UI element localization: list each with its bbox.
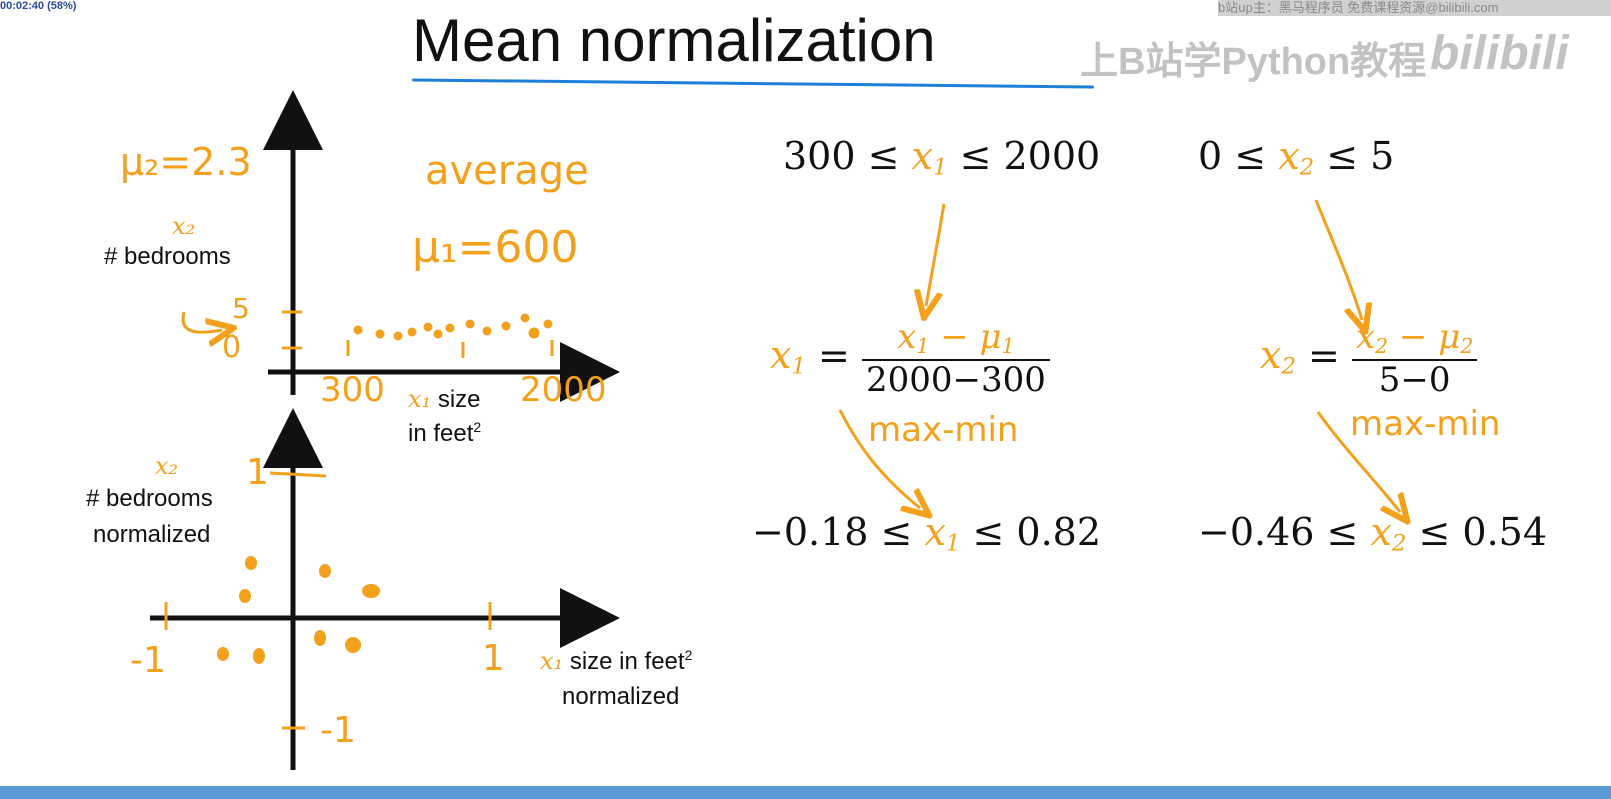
bottom-plot-annot-xneg1: -1 xyxy=(130,640,166,681)
eq2-range-low: 0 xyxy=(1198,134,1223,178)
video-progress-bar[interactable] xyxy=(0,786,1611,799)
eq1-norm-low: −0.18 xyxy=(752,510,869,554)
top-plot-points xyxy=(346,313,554,358)
eq2-norm-low: −0.46 xyxy=(1198,510,1315,554)
bottom-plot-y-label-1: # bedrooms xyxy=(86,485,213,512)
bottom-plot-x-label-2: normalized xyxy=(562,683,680,710)
top-plot-x-label: x₁ size xyxy=(408,386,481,413)
eq2-range-high: 5 xyxy=(1370,134,1395,178)
eq1-fraction: x1 − μ1 2000−300 xyxy=(861,317,1050,400)
average-annotation: average xyxy=(425,148,589,194)
top-plot-annot-2000: 2000 xyxy=(520,370,607,410)
eq1-numerator: x1 − μ1 xyxy=(897,317,1015,359)
top-plot-x-var: x₁ xyxy=(408,385,432,413)
eq1-range-high: 2000 xyxy=(1003,134,1101,178)
mu1-annotation: μ₁=600 xyxy=(412,222,579,273)
eq1-arrow-down xyxy=(926,203,946,306)
eq2-norm-var: x2 xyxy=(1370,510,1407,557)
eq1-range-low: 300 xyxy=(783,134,856,178)
top-plot-y-var: x₂ xyxy=(172,212,196,240)
top-plot-pointer-arrow xyxy=(181,311,222,332)
top-plot-annot-5: 5 xyxy=(232,292,250,325)
side-watermark: 上B站学Python教程 xyxy=(1080,41,1427,83)
bottom-plot-x-label-1: size in feet xyxy=(569,648,685,675)
bottom-plot-tick-y1 xyxy=(269,471,327,478)
bottom-plot-annot-neg1: -1 xyxy=(320,710,356,751)
eq1-denominator: 2000−300 xyxy=(865,359,1046,400)
top-plot-x-label-line2: in feet2 xyxy=(408,419,482,447)
eq1-lhs: x1 xyxy=(770,333,806,380)
bottom-plot-points xyxy=(217,556,380,664)
eq1-range-var: x1 xyxy=(911,134,948,181)
top-plot-y-label: # bedrooms xyxy=(104,243,231,270)
bottom-plot-y-var: x₂ xyxy=(155,452,179,480)
bottom-plot-y-label-2: normalized xyxy=(93,521,211,548)
bottom-plot-annot-x1: 1 xyxy=(482,638,505,679)
eq1-normalized-range: −0.18 ≤ x1 ≤ 0.82 xyxy=(752,510,1102,557)
video-timecode: 00:02:40 (58%) xyxy=(0,0,77,12)
mu2-annotation: μ₂=2.3 xyxy=(120,140,252,184)
eq2-lhs: x2 xyxy=(1260,333,1296,380)
bottom-plot-x-label-sup: 2 xyxy=(684,647,693,663)
eq2-arrow-result xyxy=(1316,411,1400,512)
eq1-formula: x1 = x1 − μ1 2000−300 xyxy=(770,317,1050,400)
eq2-note: max-min xyxy=(1350,404,1501,444)
eq2-formula: x2 = x2 − μ2 5−0 xyxy=(1260,317,1478,400)
bottom-plot-x-label: x₁ size in feet2 xyxy=(540,647,693,675)
top-plot-x-label-2: in feet xyxy=(408,420,474,447)
eq2-range: 0 ≤ x2 ≤ 5 xyxy=(1198,134,1395,181)
bilibili-logo: bilibili xyxy=(1430,27,1569,80)
eq2-numerator: x2 − μ2 xyxy=(1355,317,1474,359)
top-plot-annot-300: 300 xyxy=(320,370,385,410)
top-plot-x-label-sup: 2 xyxy=(473,419,482,435)
eq2-fraction: x2 − μ2 5−0 xyxy=(1351,317,1478,400)
eq1-range: 300 ≤ x1 ≤ 2000 xyxy=(783,134,1101,181)
eq1-note: max-min xyxy=(868,410,1019,450)
eq2-norm-high: 0.54 xyxy=(1462,510,1548,554)
eq2-range-var: x2 xyxy=(1278,134,1315,181)
eq2-arrow-down xyxy=(1314,199,1362,320)
eq1-norm-var: x1 xyxy=(924,510,961,557)
eq1-norm-high: 0.82 xyxy=(1016,510,1102,554)
eq2-normalized-range: −0.46 ≤ x2 ≤ 0.54 xyxy=(1198,510,1548,557)
top-plot-annot-0: 0 xyxy=(222,330,242,365)
source-watermark: b站up主：黑马程序员 免费课程资源@bilibili.com xyxy=(1218,0,1611,16)
bottom-plot-annot-1: 1 xyxy=(246,452,269,493)
bottom-plot-x-var: x₁ xyxy=(540,647,564,675)
top-plot-x-label-1: size xyxy=(437,386,481,413)
slide-title: Mean normalization xyxy=(412,7,936,74)
eq2-denominator: 5−0 xyxy=(1378,359,1451,400)
eq1-arrow-result xyxy=(838,409,920,508)
